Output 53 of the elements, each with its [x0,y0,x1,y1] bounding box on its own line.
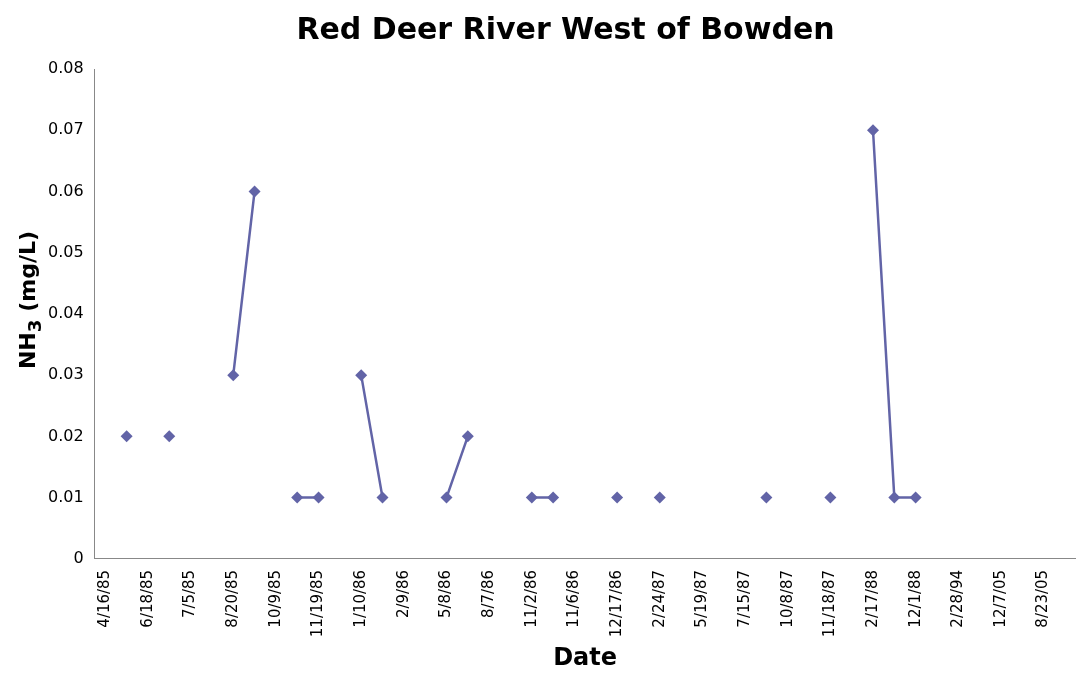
point [909,491,922,504]
y-tick-label: 0.03 [48,364,84,384]
point [461,430,474,443]
y-tick-label: 0.08 [48,58,84,78]
point [355,369,368,382]
x-tick-label: 12/7/05 [990,569,1009,628]
point [547,491,560,504]
point [653,491,666,504]
point [376,491,389,504]
point [163,430,176,443]
x-tick-label: 1/10/86 [351,569,370,628]
x-tick-label: 11/6/86 [564,569,583,628]
x-tick-label: 6/18/85 [137,569,156,628]
point [888,491,901,504]
point [120,430,133,443]
x-tick-label: 11/19/85 [308,569,327,638]
x-tick-label: 8/20/85 [223,569,242,628]
x-tick-label: 2/17/88 [862,569,881,628]
x-tick-label: 11/18/87 [820,569,839,638]
y-tick-label: 0 [73,547,84,567]
x-tick-label: 8/23/05 [1033,569,1052,628]
x-tick-label: 5/8/86 [436,569,455,619]
x-axis-title: Date [553,642,618,671]
point [611,491,624,504]
y-tick-label: 0.05 [48,241,84,261]
x-tick-label: 12/17/86 [606,569,625,638]
y-tick-label: 0.01 [48,486,84,506]
x-tick-label: 8/7/86 [479,569,498,619]
x-tick-label: 5/19/87 [692,569,711,628]
x-tick-label: 11/2/86 [521,569,540,628]
x-tick-label: 4/16/85 [95,569,114,628]
y-tick-label: 0.04 [48,303,84,323]
x-tick-label: 12/1/88 [905,569,924,628]
point [824,491,837,504]
point [440,491,453,504]
point [760,491,773,504]
x-tick-label: 7/5/85 [180,569,199,619]
y-tick-label: 0.02 [48,425,84,445]
y-tick-label: 0.07 [48,119,84,139]
chart-title: Red Deer River West of Bowden [296,10,835,46]
x-tick-label: 7/15/87 [734,569,753,628]
y-tick-label: 0.06 [48,180,84,200]
point [525,491,538,504]
x-tick-label: 10/9/85 [265,569,284,628]
point [867,124,880,137]
x-tick-label: 10/8/87 [777,569,796,628]
x-tick-label: 2/28/94 [948,569,967,628]
x-tick-label: 2/24/87 [649,569,668,628]
point [291,491,304,504]
point [312,491,325,504]
x-tick-label: 2/9/86 [393,569,412,619]
point [227,369,240,382]
point [248,185,261,198]
